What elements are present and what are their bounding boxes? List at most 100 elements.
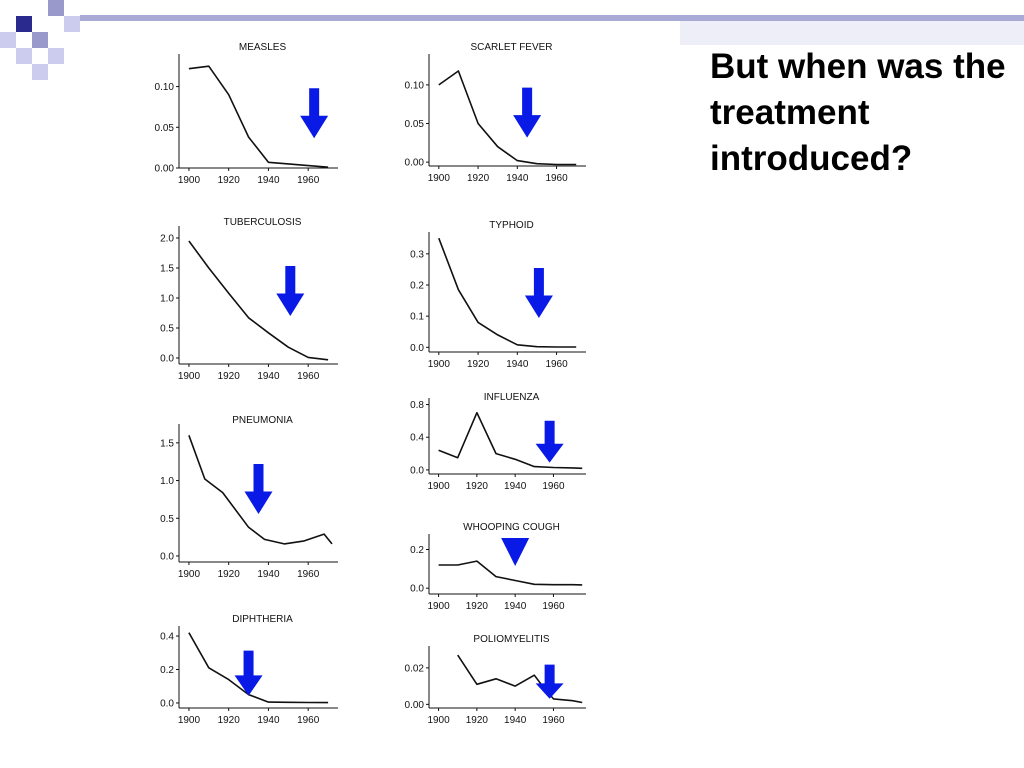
x-tick-label: 1900 bbox=[178, 175, 201, 186]
slide-heading: But when was the treatment introduced? bbox=[710, 47, 1006, 178]
treatment-arrow bbox=[234, 650, 263, 696]
x-tick-label: 1960 bbox=[545, 359, 568, 370]
y-tick-label: 2.0 bbox=[160, 234, 174, 245]
y-tick-label: 0.0 bbox=[410, 343, 424, 354]
x-tick-label: 1900 bbox=[428, 173, 451, 184]
y-tick-label: 0.05 bbox=[405, 119, 425, 130]
header-band bbox=[80, 15, 1024, 21]
chart-title: POLIOMYELITIS bbox=[473, 634, 549, 645]
x-tick-label: 1920 bbox=[466, 601, 489, 612]
decor-square bbox=[64, 16, 80, 32]
series-line bbox=[457, 654, 583, 704]
chart-title: DIPHTHERIA bbox=[232, 614, 293, 625]
y-tick-label: 0.4 bbox=[160, 632, 174, 643]
treatment-arrow bbox=[535, 664, 564, 699]
treatment-arrow bbox=[300, 88, 329, 139]
y-tick-label: 0.0 bbox=[410, 584, 424, 595]
x-tick-label: 1900 bbox=[178, 569, 201, 580]
y-tick-label: 0.5 bbox=[160, 514, 174, 525]
x-tick-label: 1920 bbox=[467, 359, 490, 370]
series-line bbox=[188, 632, 329, 704]
series-line bbox=[188, 240, 329, 361]
decor-square bbox=[32, 32, 48, 48]
x-tick-label: 1960 bbox=[297, 569, 320, 580]
y-tick-label: 0.00 bbox=[155, 164, 175, 175]
x-tick-label: 1960 bbox=[545, 173, 568, 184]
y-tick-label: 0.00 bbox=[405, 700, 425, 711]
x-tick-label: 1940 bbox=[504, 481, 527, 492]
chart-panel: DIPHTHERIA 0.0 0.2 0.4 1900 1920 1940 1960 bbox=[160, 614, 338, 726]
chart-panel: POLIOMYELITIS 0.00 0.02 1900 1920 1940 1960 bbox=[405, 634, 586, 726]
x-tick-label: 1920 bbox=[466, 715, 489, 726]
series-line bbox=[438, 237, 577, 348]
y-tick-label: 0.1 bbox=[410, 312, 424, 323]
y-tick-label: 0.4 bbox=[410, 433, 424, 444]
x-tick-label: 1920 bbox=[218, 569, 241, 580]
decor-square bbox=[32, 64, 48, 80]
x-tick-label: 1940 bbox=[506, 359, 529, 370]
x-tick-label: 1920 bbox=[218, 371, 241, 382]
decor-square bbox=[16, 16, 32, 32]
y-tick-label: 1.0 bbox=[160, 476, 174, 487]
chart-title: WHOOPING COUGH bbox=[463, 522, 560, 533]
chart-title: PNEUMONIA bbox=[232, 415, 293, 426]
chart-panel: SCARLET FEVER 0.00 0.05 0.10 1900 1920 1940 196… bbox=[405, 42, 586, 184]
chart-panel: INFLUENZA 0.0 0.4 0.8 1900 1920 1940 1960 bbox=[410, 392, 586, 492]
treatment-arrow bbox=[276, 266, 305, 316]
x-tick-label: 1960 bbox=[297, 175, 320, 186]
series-line bbox=[188, 435, 333, 545]
y-tick-label: 0.8 bbox=[410, 400, 424, 411]
chart-panel: WHOOPING COUGH 0.0 0.2 1900 1920 1940 1960 bbox=[410, 522, 586, 612]
x-tick-label: 1920 bbox=[218, 715, 241, 726]
treatment-arrow bbox=[535, 420, 564, 463]
x-tick-label: 1920 bbox=[467, 173, 490, 184]
chart-title: MEASLES bbox=[239, 42, 287, 53]
y-tick-label: 0.10 bbox=[155, 82, 175, 93]
y-tick-label: 0.10 bbox=[405, 80, 425, 91]
x-tick-label: 1900 bbox=[428, 359, 451, 370]
x-tick-label: 1900 bbox=[178, 715, 201, 726]
y-tick-label: 1.5 bbox=[160, 438, 174, 449]
x-tick-label: 1900 bbox=[427, 481, 450, 492]
header-band-light bbox=[680, 21, 1024, 45]
x-tick-label: 1940 bbox=[257, 715, 280, 726]
y-tick-label: 0.5 bbox=[160, 324, 174, 335]
y-tick-label: 0.2 bbox=[410, 545, 424, 556]
treatment-arrow bbox=[513, 87, 542, 138]
y-tick-label: 0.2 bbox=[410, 280, 424, 291]
x-tick-label: 1920 bbox=[218, 175, 241, 186]
decor-square bbox=[0, 32, 16, 48]
x-tick-label: 1940 bbox=[504, 601, 527, 612]
decor-square bbox=[48, 0, 64, 16]
chart-panel: TYPHOID 0.0 0.1 0.2 0.3 1900 1920 1940 1960 bbox=[410, 220, 586, 370]
y-tick-label: 0.0 bbox=[160, 354, 174, 365]
x-tick-label: 1940 bbox=[257, 371, 280, 382]
treatment-arrow bbox=[244, 464, 273, 514]
x-tick-label: 1960 bbox=[542, 481, 565, 492]
chart-panel: PNEUMONIA 0.0 0.5 1.0 1.5 1900 1920 1940 1960 bbox=[160, 415, 338, 580]
series-line bbox=[188, 65, 329, 168]
series-line bbox=[438, 70, 577, 166]
chart-title: SCARLET FEVER bbox=[470, 42, 552, 53]
y-tick-label: 1.0 bbox=[160, 294, 174, 305]
y-tick-label: 0.02 bbox=[405, 663, 425, 674]
x-tick-label: 1940 bbox=[504, 715, 527, 726]
x-tick-label: 1920 bbox=[466, 481, 489, 492]
y-tick-label: 0.0 bbox=[160, 551, 174, 562]
y-tick-label: 0.0 bbox=[410, 465, 424, 476]
x-tick-label: 1940 bbox=[257, 175, 280, 186]
x-tick-label: 1940 bbox=[257, 569, 280, 580]
decor-square bbox=[48, 48, 64, 64]
x-tick-label: 1940 bbox=[506, 173, 529, 184]
treatment-arrow bbox=[524, 268, 553, 318]
y-tick-label: 1.5 bbox=[160, 264, 174, 275]
decor-square bbox=[16, 48, 32, 64]
x-tick-label: 1900 bbox=[427, 601, 450, 612]
x-tick-label: 1960 bbox=[542, 715, 565, 726]
chart-title: TUBERCULOSIS bbox=[224, 217, 302, 228]
y-tick-label: 0.00 bbox=[405, 158, 425, 169]
chart-title: INFLUENZA bbox=[484, 392, 540, 403]
series-line bbox=[438, 411, 583, 470]
x-tick-label: 1960 bbox=[297, 371, 320, 382]
x-tick-label: 1900 bbox=[427, 715, 450, 726]
